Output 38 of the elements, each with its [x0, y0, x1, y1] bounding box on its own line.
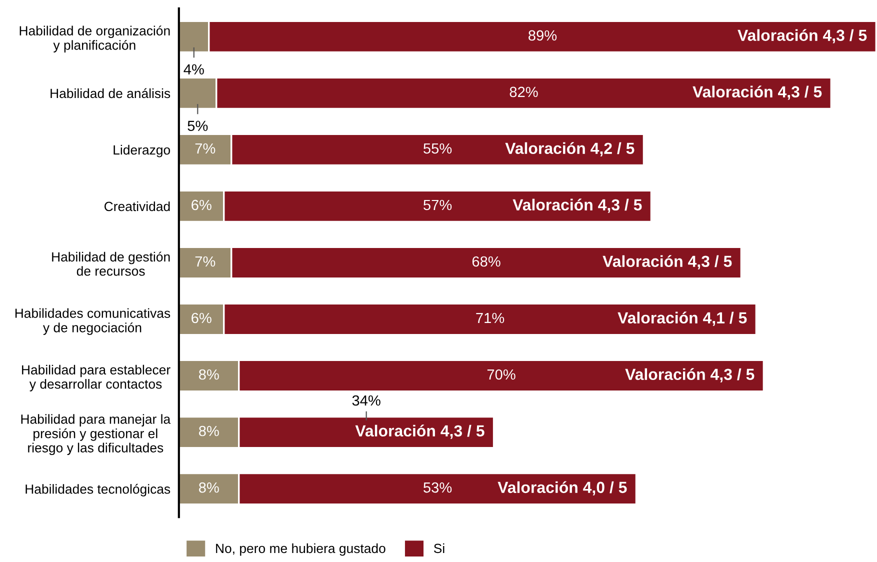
y-tick-label: Habilidades tecnológicas — [26, 484, 170, 496]
y-tick-label: Liderazgo — [114, 144, 170, 158]
data-label: 71% — [476, 312, 504, 324]
data-label: 82% — [510, 86, 538, 98]
data-label: 6% — [192, 312, 212, 324]
annotation: Valoración 4,3 / 5 — [355, 424, 484, 439]
data-label: 8% — [198, 426, 219, 436]
y-tick-label: Creatividad — [104, 201, 170, 212]
legend-label: Si — [434, 543, 444, 554]
data-label: 7% — [195, 256, 216, 267]
data-label: 8% — [198, 482, 219, 493]
data-label: 6% — [192, 200, 212, 210]
data-label: 68% — [472, 256, 500, 267]
y-tick-label: Habilidad para manejar la presión y gestionar el riesgo y las dificultades — [21, 414, 171, 456]
data-label: 5% — [188, 120, 208, 132]
data-label: 89% — [528, 30, 557, 41]
data-label: 34% — [352, 395, 380, 406]
legend-label: No, pero me hubiera gustado — [216, 543, 386, 556]
annotation: Valoración 4,3 / 5 — [625, 368, 754, 382]
annotation: Valoración 4,3 / 5 — [512, 198, 642, 213]
data-label: 8% — [198, 369, 219, 380]
y-tick-label: Habilidad de organización y planificación — [20, 26, 170, 52]
y-tick-label: Habilidad de gestión de recursos — [52, 252, 170, 276]
data-label: 70% — [487, 369, 516, 380]
annotation: Valoración 4,1 / 5 — [618, 312, 747, 326]
annotation: Valoración 4,3 / 5 — [692, 86, 822, 100]
data-label: 7% — [195, 143, 216, 154]
data-label: 55% — [424, 143, 452, 154]
annotation: Valoración 4,3 / 5 — [602, 255, 732, 270]
annotation: Valoración 4,2 / 5 — [505, 142, 634, 156]
y-tick-label: Habilidad para establecer y desarrollar contactos — [22, 364, 170, 392]
data-label: 4% — [184, 64, 204, 74]
data-label: 57% — [424, 200, 452, 210]
annotation: Valoración 4,3 / 5 — [738, 29, 867, 44]
data-label: 53% — [424, 482, 452, 493]
annotation: Valoración 4,0 / 5 — [498, 481, 627, 496]
y-tick-label: Habilidad de análisis — [50, 88, 170, 98]
y-tick-label: Habilidades comunicativas y de negociación — [15, 308, 170, 335]
